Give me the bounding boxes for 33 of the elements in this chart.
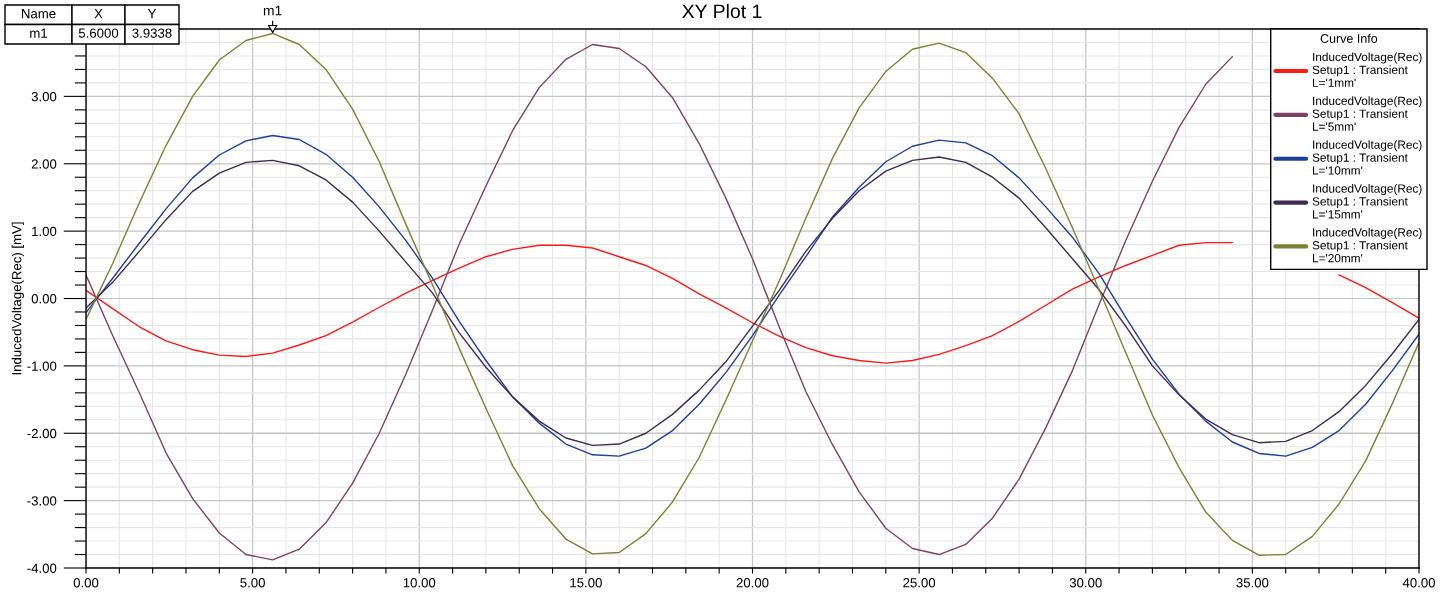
y-tick-label: -3.00 <box>27 496 57 506</box>
annotation: m1 <box>263 5 282 16</box>
legend-label: InducedVoltage(Rec) Setup1 : Transient L='20mm' <box>1312 227 1422 263</box>
text: Y <box>147 9 157 19</box>
text: Name <box>21 9 56 19</box>
x-tick-label: 30.00 <box>1069 578 1102 588</box>
line-series <box>86 43 1234 561</box>
legend-label: InducedVoltage(Rec) Setup1 : Transient L='5mm' <box>1312 96 1422 131</box>
y-tick-label: -1.00 <box>27 361 57 371</box>
x-tick-label: 25.00 <box>903 578 936 588</box>
legend-label: InducedVoltage(Rec) Setup1 : Transient L='1mm' <box>1312 52 1422 87</box>
x-tick-label: 15.00 <box>570 578 602 588</box>
y-axis-title: InducedVoltage(Rec) [mV] <box>11 222 24 375</box>
legend-title: Curve Info <box>1320 33 1378 43</box>
chart-title: XY Plot 1 <box>682 3 762 19</box>
y-tick-label: -4.00 <box>27 563 57 573</box>
legend-label: InducedVoltage(Rec) Setup1 : Transient L='15mm' <box>1312 184 1422 219</box>
y-tick-label: 0.00 <box>31 294 57 304</box>
annotation: 3.9338 <box>132 28 172 38</box>
text: m1 <box>30 28 48 38</box>
x-tick-label: 20.00 <box>736 578 769 588</box>
text: X <box>94 9 103 19</box>
x-tick-label: 10.00 <box>403 578 436 588</box>
y-tick-label: 3.00 <box>31 91 57 102</box>
annotation: 5.6000 <box>78 28 119 38</box>
x-tick-label: 40.00 <box>1402 578 1435 588</box>
legend-label: InducedVoltage(Rec) Setup1 : Transient L='10mm' <box>1312 140 1422 175</box>
x-tick-label: 5.00 <box>240 578 265 588</box>
y-tick-label: -2.00 <box>27 428 57 439</box>
y-tick-label: 2.00 <box>31 159 57 169</box>
x-tick-label: 0.00 <box>73 578 99 588</box>
x-tick-label: 35.00 <box>1236 578 1269 588</box>
y-tick-label: 1.00 <box>32 226 57 237</box>
